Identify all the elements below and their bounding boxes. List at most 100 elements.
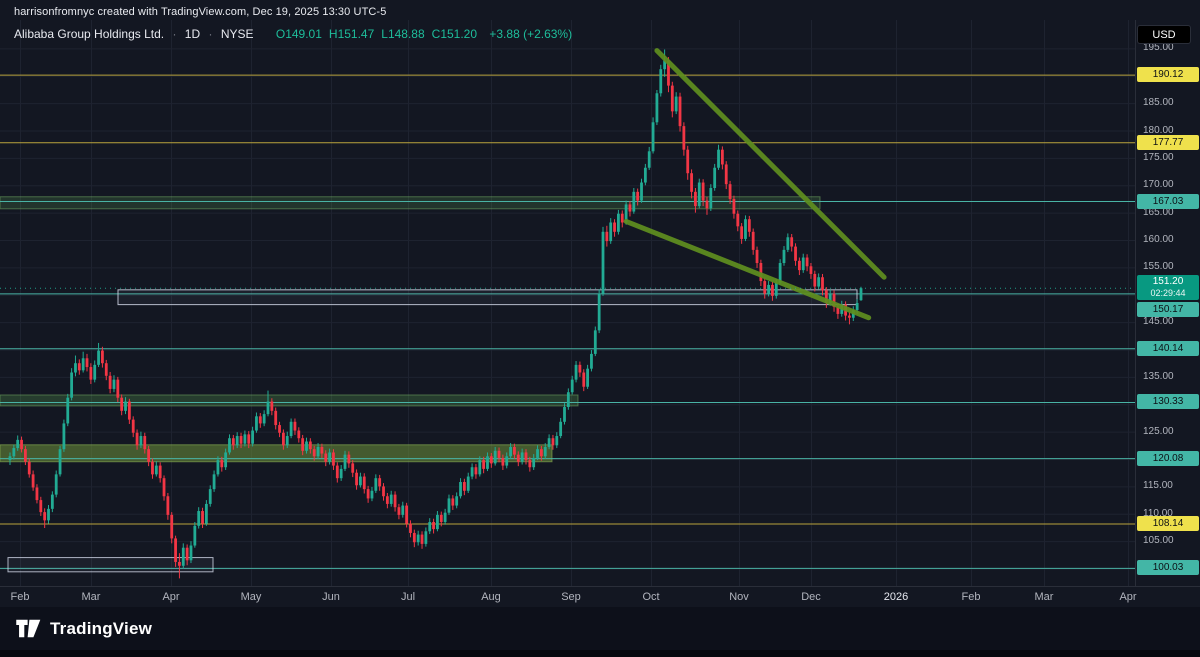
price-axis-label: 165.00: [1143, 206, 1174, 218]
price-axis-label: 145.00: [1143, 316, 1174, 328]
candle-body: [724, 164, 728, 185]
candle-body: [697, 182, 701, 207]
range-box-151[interactable]: [117, 289, 858, 306]
time-axis-label: Jun: [322, 591, 340, 603]
candle-body: [50, 494, 54, 509]
candle-body: [713, 167, 717, 188]
candlestick-chart[interactable]: [0, 20, 1135, 586]
wedge-lower-trendline[interactable]: [623, 218, 872, 321]
candle-body: [547, 438, 551, 447]
candle-body: [355, 472, 358, 486]
last-price-badge: 151.20 02:29:44: [1137, 275, 1199, 301]
price-axis-label: 195.00: [1143, 42, 1174, 54]
candle-body: [516, 454, 520, 462]
candle-body: [162, 478, 166, 497]
candle-body: [817, 277, 821, 287]
candle-body: [617, 213, 620, 232]
candle-body: [470, 467, 474, 477]
candle-body: [335, 465, 339, 479]
candle-body: [778, 263, 782, 283]
candle-body: [563, 407, 566, 422]
candle-body: [382, 486, 385, 497]
candle-body: [694, 191, 697, 207]
candle-body: [143, 436, 147, 450]
candle-body: [270, 401, 274, 411]
candle-body: [212, 474, 216, 490]
candle-body: [667, 60, 670, 86]
candle-body: [420, 534, 424, 544]
candle-body: [158, 465, 162, 479]
candle-body: [166, 496, 170, 515]
candle-body: [620, 213, 624, 223]
support-zone-130[interactable]: [0, 394, 579, 407]
candle-body: [77, 363, 81, 371]
time-axis-label: Feb: [961, 591, 981, 603]
candle-body: [536, 449, 539, 458]
candle-body: [47, 508, 50, 521]
candle-body: [786, 237, 790, 250]
candle-body: [104, 363, 108, 376]
candle-body: [266, 401, 270, 415]
candle-body: [690, 173, 693, 192]
candle-body: [651, 122, 655, 152]
close-label: C: [431, 27, 441, 41]
candle-body: [709, 187, 713, 209]
symbol-legend: Alibaba Group Holdings Ltd. · 1D · NYSE …: [14, 27, 572, 41]
candle-body: [208, 489, 212, 504]
candle-body: [424, 531, 428, 544]
candle-body: [624, 204, 628, 223]
candle-body: [197, 511, 201, 526]
candle-body: [613, 222, 616, 232]
candle-body: [809, 266, 813, 274]
time-axis[interactable]: Feb Mar Apr May Jun Jul Aug Sep Oct Nov Dec 2026 Feb…: [0, 586, 1200, 607]
price-axis[interactable]: 195.00 185.00 180.00 175.00 170.00 165.00 160.…: [1135, 20, 1200, 586]
candle-body: [81, 358, 85, 371]
candle-body: [120, 397, 124, 411]
candle-body: [836, 306, 840, 314]
time-axis-label: Jul: [400, 591, 416, 603]
candle-body: [74, 363, 77, 373]
candle-body: [462, 482, 466, 491]
candle-body: [385, 496, 389, 504]
range-box-100[interactable]: [7, 557, 214, 573]
candle-body: [601, 231, 605, 294]
candle-body: [493, 450, 497, 464]
candle-body: [655, 93, 659, 123]
candle-body: [559, 421, 563, 437]
candle-body: [813, 273, 817, 287]
ohlc-values: O149.01 H151.47 L148.88 C151.20: [269, 27, 477, 41]
price-axis-label: 185.00: [1143, 97, 1174, 109]
candle-body: [717, 149, 720, 168]
price-axis-label: 180.00: [1143, 124, 1174, 136]
candle-body: [185, 547, 189, 561]
candle-body: [220, 460, 224, 468]
candle-body: [416, 534, 420, 543]
wedge-upper-trendline[interactable]: [654, 48, 887, 280]
candle-body: [43, 512, 47, 521]
open-value: 149.01: [285, 27, 322, 41]
candle-body: [443, 512, 447, 522]
currency-button[interactable]: USD: [1137, 25, 1191, 44]
candle-body: [744, 219, 747, 239]
candle-body: [101, 350, 104, 364]
candle-body: [505, 456, 509, 466]
tradingview-logo-icon: [16, 619, 41, 638]
candle-body: [767, 284, 770, 294]
candle-body: [436, 514, 439, 530]
tradingview-logo[interactable]: TradingView: [16, 618, 152, 639]
candle-body: [170, 514, 174, 539]
supply-zone-167[interactable]: [0, 196, 821, 210]
time-axis-label: Oct: [642, 591, 660, 603]
candle-body: [251, 430, 254, 444]
exchange-label[interactable]: NYSE: [220, 27, 254, 41]
candle-body: [70, 372, 74, 398]
candle-body: [135, 432, 139, 446]
candle-body: [151, 461, 154, 475]
symbol-title[interactable]: Alibaba Group Holdings Ltd.: [14, 27, 165, 41]
candle-body: [54, 474, 58, 495]
interval-label[interactable]: 1D: [184, 27, 201, 41]
candle-body: [790, 237, 794, 247]
legend-separator: ·: [172, 27, 177, 41]
time-axis-label: Dec: [801, 591, 821, 603]
support-zone-120[interactable]: [0, 444, 553, 463]
